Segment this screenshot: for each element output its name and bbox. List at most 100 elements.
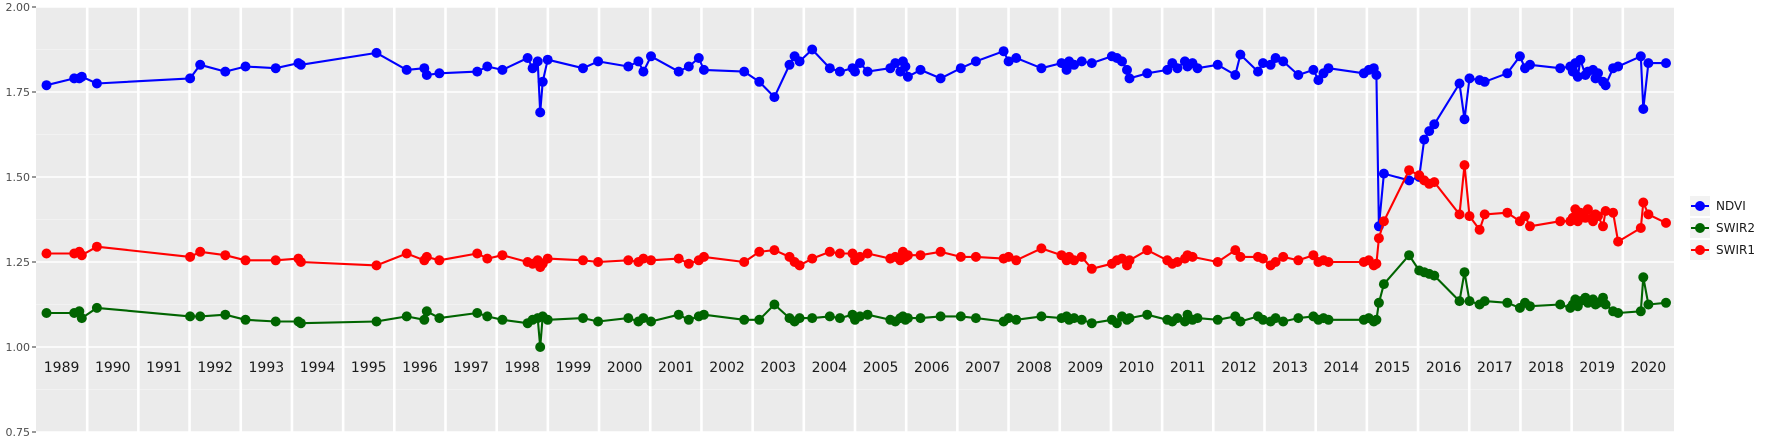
data-point-ndvi xyxy=(1270,53,1281,63)
data-point-ndvi xyxy=(91,78,102,89)
data-point-ndvi xyxy=(1293,70,1304,80)
data-point-swir2 xyxy=(698,309,709,320)
year-label: 2006 xyxy=(914,360,950,376)
data-point-swir2 xyxy=(1124,313,1135,324)
data-point-swir2 xyxy=(497,314,508,325)
data-point-swir1 xyxy=(1479,209,1490,220)
data-point-swir2 xyxy=(1638,272,1649,283)
data-point-swir1 xyxy=(1212,257,1223,267)
data-point-swir1 xyxy=(578,255,588,266)
data-point-swir2 xyxy=(970,313,981,324)
data-point-ndvi xyxy=(1230,70,1241,80)
data-point-swir1 xyxy=(1124,255,1135,266)
data-point-ndvi xyxy=(1056,58,1067,69)
data-point-swir2 xyxy=(638,313,649,324)
data-point-swir1 xyxy=(1187,251,1198,262)
data-point-swir1 xyxy=(1371,258,1382,269)
data-point-ndvi xyxy=(1003,56,1014,67)
data-point-ndvi xyxy=(401,64,412,75)
year-label: 2013 xyxy=(1272,360,1308,376)
data-point-swir2 xyxy=(1643,299,1654,310)
data-point-ndvi xyxy=(421,70,432,80)
data-point-ndvi xyxy=(1419,134,1430,145)
y-axis: 0.75 1.00 1.25 1.50 1.75 2.00 xyxy=(6,1,36,439)
data-point-ndvi xyxy=(472,66,483,77)
data-point-swir2 xyxy=(673,309,684,320)
data-point-swir2 xyxy=(295,318,306,329)
data-series xyxy=(41,44,1671,352)
legend-item-ndvi: NDVI xyxy=(1690,196,1746,216)
data-point-swir2 xyxy=(1635,306,1646,317)
data-point-swir1 xyxy=(1580,212,1591,223)
data-point-swir1 xyxy=(240,255,251,266)
data-point-swir1 xyxy=(185,251,196,262)
data-point-swir1 xyxy=(855,251,865,262)
data-point-ndvi xyxy=(220,66,231,77)
data-point-ndvi xyxy=(1142,68,1153,79)
data-point-ndvi xyxy=(1635,51,1646,62)
data-point-swir1 xyxy=(915,250,926,261)
year-label: 2008 xyxy=(1016,360,1052,376)
series-swir1 xyxy=(41,160,1671,274)
data-point-swir2 xyxy=(683,314,694,325)
data-point-swir1 xyxy=(1608,207,1619,218)
year-label: 2016 xyxy=(1426,360,1462,376)
data-point-swir1 xyxy=(1172,257,1183,267)
year-label: 2007 xyxy=(965,360,1001,376)
data-point-swir1 xyxy=(1555,216,1566,227)
data-point-ndvi xyxy=(76,71,87,82)
data-point-ndvi xyxy=(1459,114,1470,125)
data-point-ndvi xyxy=(1076,56,1087,67)
data-point-ndvi xyxy=(1575,54,1586,65)
data-point-ndvi xyxy=(195,59,206,70)
year-label: 1994 xyxy=(300,360,336,376)
data-point-ndvi xyxy=(1378,168,1389,179)
data-point-swir2 xyxy=(646,316,656,327)
data-point-swir2 xyxy=(240,314,251,325)
data-point-swir1 xyxy=(1593,211,1603,222)
series-swir2 xyxy=(41,250,1671,352)
data-point-swir1 xyxy=(1525,221,1535,232)
year-label: 2002 xyxy=(709,360,745,376)
data-point-swir1 xyxy=(1378,216,1389,227)
data-point-swir1 xyxy=(1076,251,1087,262)
data-point-ndvi xyxy=(1124,73,1135,84)
data-point-swir2 xyxy=(1429,270,1440,281)
data-point-ndvi xyxy=(497,64,508,75)
data-point-ndvi xyxy=(890,58,901,69)
data-point-ndvi xyxy=(535,107,546,118)
data-point-swir1 xyxy=(482,253,493,264)
data-point-ndvi xyxy=(1424,126,1435,137)
data-point-ndvi xyxy=(633,56,644,67)
data-point-swir1 xyxy=(1459,160,1470,171)
data-point-ndvi xyxy=(1454,78,1465,89)
data-point-swir2 xyxy=(76,313,87,324)
data-point-ndvi xyxy=(593,56,604,67)
data-point-swir2 xyxy=(472,308,483,318)
data-point-swir2 xyxy=(1373,297,1384,308)
data-point-swir2 xyxy=(862,309,873,320)
data-point-swir2 xyxy=(955,311,966,322)
data-point-swir2 xyxy=(1111,318,1122,329)
data-point-ndvi xyxy=(915,64,926,75)
data-point-ndvi xyxy=(754,76,765,87)
data-point-swir2 xyxy=(1258,314,1268,325)
data-point-swir1 xyxy=(1429,177,1440,188)
data-point-swir2 xyxy=(41,308,52,318)
data-point-swir1 xyxy=(1600,206,1611,216)
data-point-swir1 xyxy=(1613,236,1624,247)
legend-item-swir1: SWIR1 xyxy=(1690,240,1755,260)
data-point-swir2 xyxy=(482,311,493,322)
data-point-ndvi xyxy=(850,66,860,77)
data-point-swir2 xyxy=(1454,296,1465,307)
data-point-ndvi xyxy=(855,58,865,69)
data-point-swir2 xyxy=(434,313,445,324)
data-point-swir1 xyxy=(41,248,52,259)
data-point-swir2 xyxy=(535,342,546,352)
year-label: 2015 xyxy=(1375,360,1411,376)
data-point-swir1 xyxy=(638,253,649,264)
data-point-ndvi xyxy=(638,66,649,77)
data-point-ndvi xyxy=(434,68,445,79)
data-point-swir1 xyxy=(834,248,845,259)
